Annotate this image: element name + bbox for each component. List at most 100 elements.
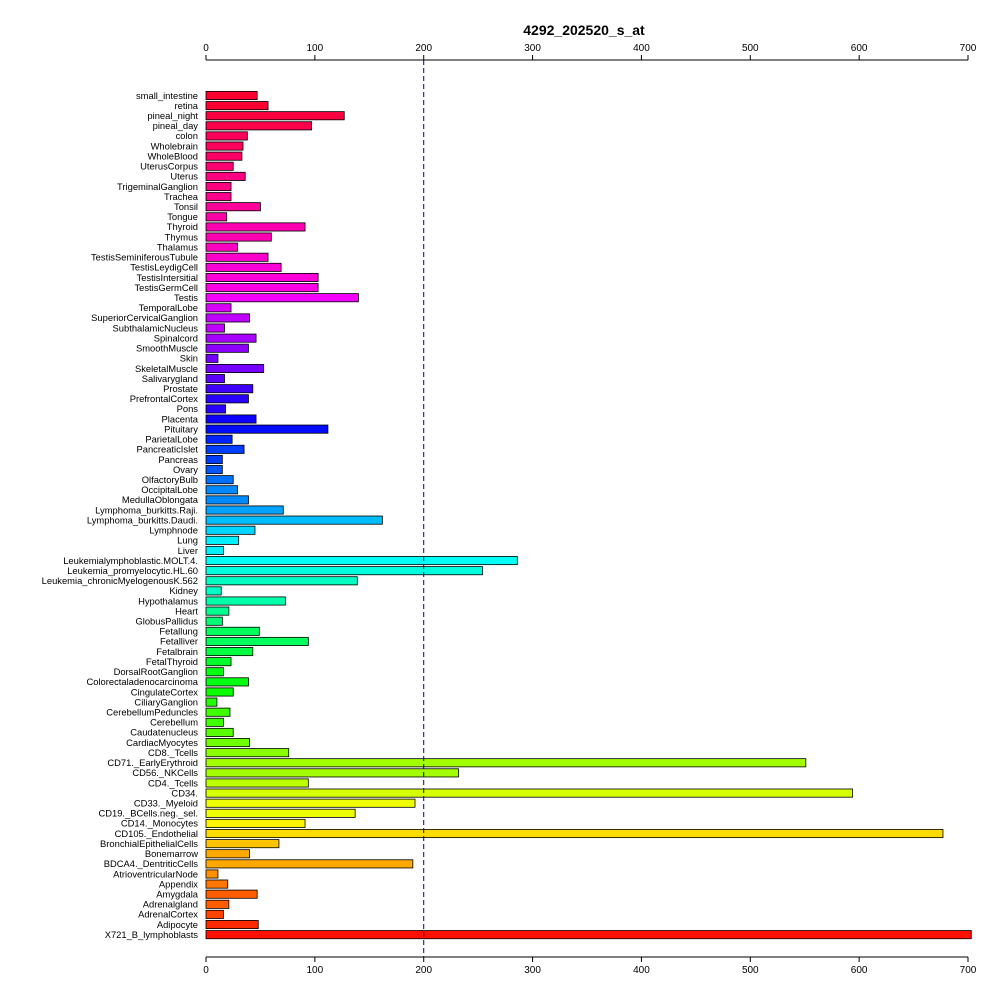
bar — [205, 818, 306, 828]
category-label: TestisIntersitial — [137, 272, 198, 283]
category-label: Appendix — [159, 878, 198, 889]
category-label: Testis — [174, 292, 198, 303]
bar — [205, 485, 238, 495]
category-label: OccipitalLobe — [141, 484, 198, 495]
bar — [205, 626, 260, 636]
category-label: CD34. — [171, 787, 198, 798]
bar — [205, 515, 383, 525]
bar — [205, 707, 231, 717]
x-tick-label: 600 — [851, 965, 868, 976]
category-label: TemporalLobe — [139, 302, 198, 313]
bar — [205, 778, 309, 788]
category-label: CingulateCortex — [131, 686, 199, 697]
category-label: Adipocyte — [157, 919, 198, 930]
category-label: Fetalbrain — [156, 646, 198, 657]
bar — [205, 222, 306, 232]
category-label: Lymphoma_burkitts.Daudi. — [87, 514, 198, 525]
bar — [205, 879, 229, 889]
bar — [205, 525, 256, 535]
category-label: Lymphoma_burkitts.Raji. — [95, 504, 198, 515]
x-tick-label: 200 — [415, 965, 432, 976]
bar — [205, 414, 257, 424]
bar — [205, 505, 284, 515]
bar — [205, 869, 219, 879]
category-label: TestisLeydigCell — [130, 262, 198, 273]
bar — [205, 727, 234, 737]
bar — [205, 121, 312, 131]
bar — [205, 111, 345, 121]
bar — [205, 717, 224, 727]
bar — [205, 829, 944, 839]
bar — [205, 889, 258, 899]
bar — [205, 930, 972, 940]
bar — [205, 465, 223, 475]
bar — [205, 252, 269, 262]
bar — [205, 566, 483, 576]
bar — [205, 586, 222, 596]
bar — [205, 687, 234, 697]
category-label: Leukemialymphoblastic.MOLT.4. — [63, 555, 198, 566]
category-label: Thymus — [165, 231, 199, 242]
category-label: Lymphnode — [149, 525, 198, 536]
bar — [205, 545, 224, 555]
bar — [205, 798, 416, 808]
category-label: CD56._NKCells — [132, 767, 198, 778]
x-axis-bottom: 0 100 200 300 400 500 600 700 — [203, 956, 977, 976]
category-label: X721_B_lymphoblasts — [105, 929, 199, 940]
category-label: Liver — [178, 545, 198, 556]
category-label: SubthalamicNucleus — [113, 322, 199, 333]
bar — [205, 808, 356, 818]
category-label: Thalamus — [157, 241, 198, 252]
category-labels: small_intestineretinapineal_nightpineal_… — [42, 90, 199, 940]
category-label: Leukemia_promyelocytic.HL.60 — [67, 565, 198, 576]
bar — [205, 657, 232, 667]
category-label: CD71._EarlyErythroid — [107, 757, 198, 768]
bar — [205, 475, 234, 485]
category-label: TestisSeminiferousTubule — [91, 252, 198, 263]
category-label: Uterus — [170, 171, 198, 182]
category-label: Caudatenucleus — [130, 727, 198, 738]
bar — [205, 495, 249, 505]
x-tick-label: 100 — [307, 43, 324, 54]
category-label: Pancreas — [158, 454, 198, 465]
bar — [205, 293, 359, 303]
category-label: Pituitary — [164, 423, 198, 434]
category-label: BDCA4._DentriticCells — [104, 858, 199, 869]
category-label: AdrenalCortex — [138, 909, 198, 920]
bar — [205, 333, 257, 343]
bar — [205, 697, 218, 707]
bar — [205, 262, 282, 272]
bar — [205, 101, 269, 111]
chart-title: 4292_202520_s_at — [523, 22, 645, 38]
bar — [205, 444, 245, 454]
category-label: FetalThyroid — [146, 656, 198, 667]
category-label: WholeBlood — [147, 150, 198, 161]
x-tick-label: 200 — [415, 43, 432, 54]
bar — [205, 647, 254, 657]
bar — [205, 192, 232, 202]
bar — [205, 141, 244, 151]
category-label: small_intestine — [136, 90, 198, 101]
x-tick-label: 300 — [524, 43, 541, 54]
bar — [205, 232, 272, 242]
bar — [205, 91, 258, 101]
category-label: retina — [175, 100, 199, 111]
category-label: TrigeminalGanglion — [117, 181, 198, 192]
bar — [205, 424, 329, 434]
category-label: SuperiorCervicalGanglion — [91, 312, 198, 323]
bar — [205, 151, 243, 161]
category-label: colon — [176, 130, 198, 141]
bar — [205, 272, 319, 282]
bar — [205, 454, 223, 464]
category-label: MedullaOblongata — [122, 494, 199, 505]
bar — [205, 738, 250, 748]
bar — [205, 667, 224, 677]
bar — [205, 556, 518, 566]
bar — [205, 920, 259, 930]
category-label: Tongue — [167, 211, 198, 222]
bar — [205, 434, 233, 444]
category-label: Heart — [175, 605, 198, 616]
category-label: PrefrontalCortex — [130, 393, 199, 404]
category-label: PancreaticIslet — [137, 444, 199, 455]
bar — [205, 576, 358, 586]
